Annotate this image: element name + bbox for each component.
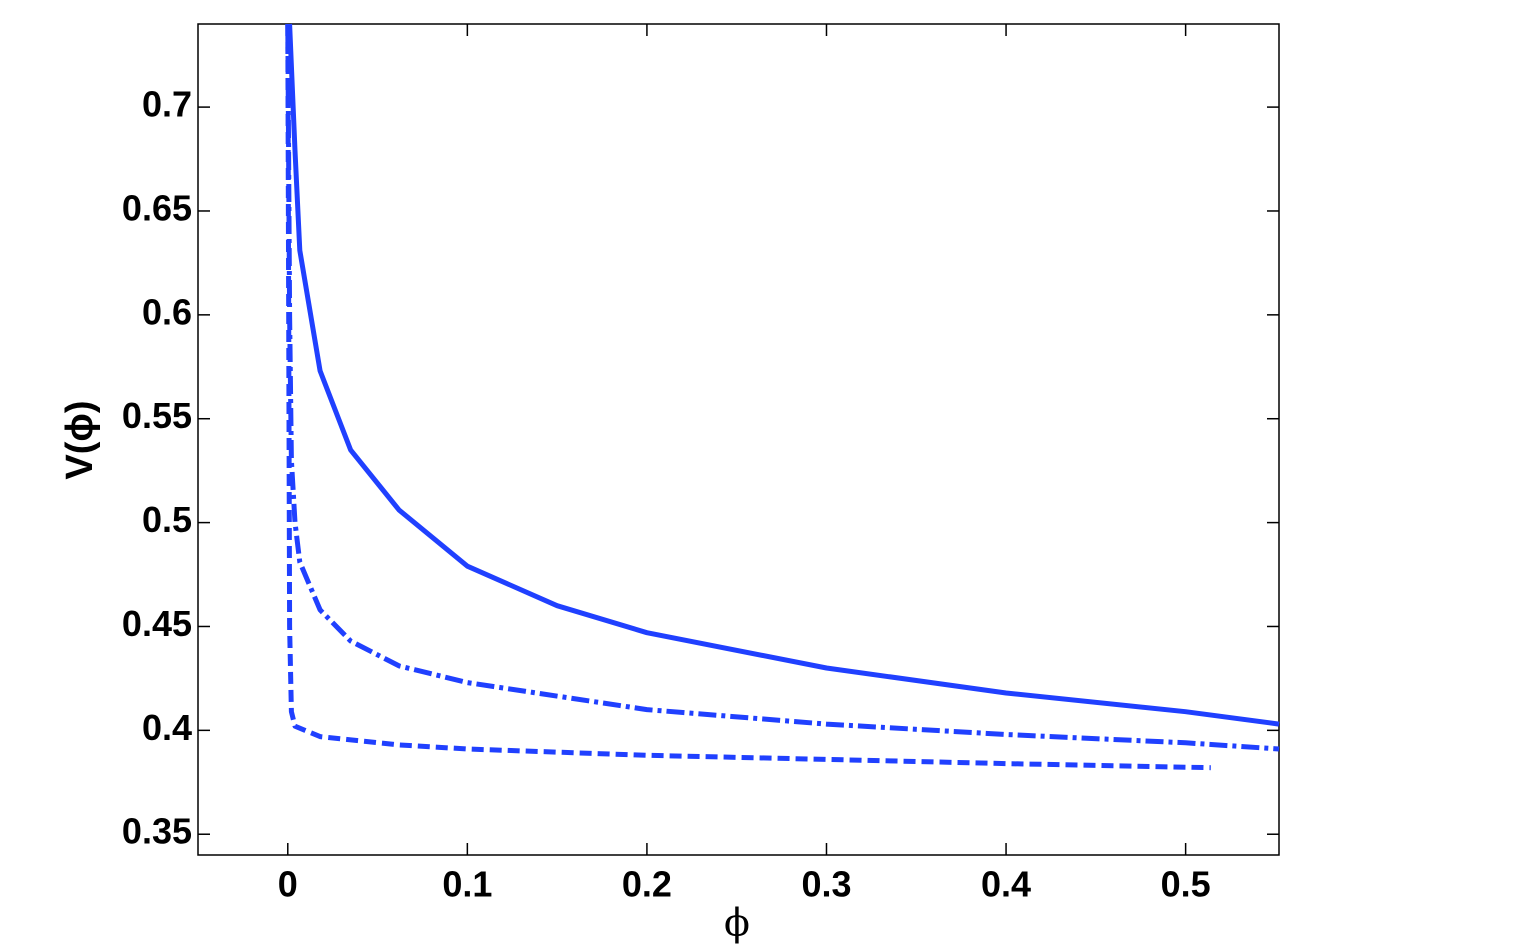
x-tick-label: 0.5	[1161, 864, 1211, 905]
y-tick-label: 0.7	[142, 84, 192, 125]
y-tick-label: 0.6	[142, 291, 192, 332]
x-tick-label: 0	[278, 864, 298, 905]
series-line	[287, 23, 1280, 727]
series-line	[285, 23, 1211, 771]
y-tick-label: 0.4	[142, 707, 192, 748]
y-tick-label: 0.35	[122, 811, 192, 852]
y-tick-label: 0.55	[122, 395, 192, 436]
y-tick-label: 0.65	[122, 187, 192, 228]
x-axis-label: ϕ	[724, 901, 750, 945]
y-tick-label: 0.5	[142, 499, 192, 540]
x-tick-label: 0.4	[981, 864, 1031, 905]
y-axis-label: V(ϕ)	[59, 400, 101, 479]
plot-frame	[197, 23, 1280, 856]
y-tick-label: 0.45	[122, 603, 192, 644]
x-tick-label: 0.2	[622, 864, 672, 905]
x-tick-label: 0.3	[801, 864, 851, 905]
x-tick-label: 0.1	[442, 864, 492, 905]
